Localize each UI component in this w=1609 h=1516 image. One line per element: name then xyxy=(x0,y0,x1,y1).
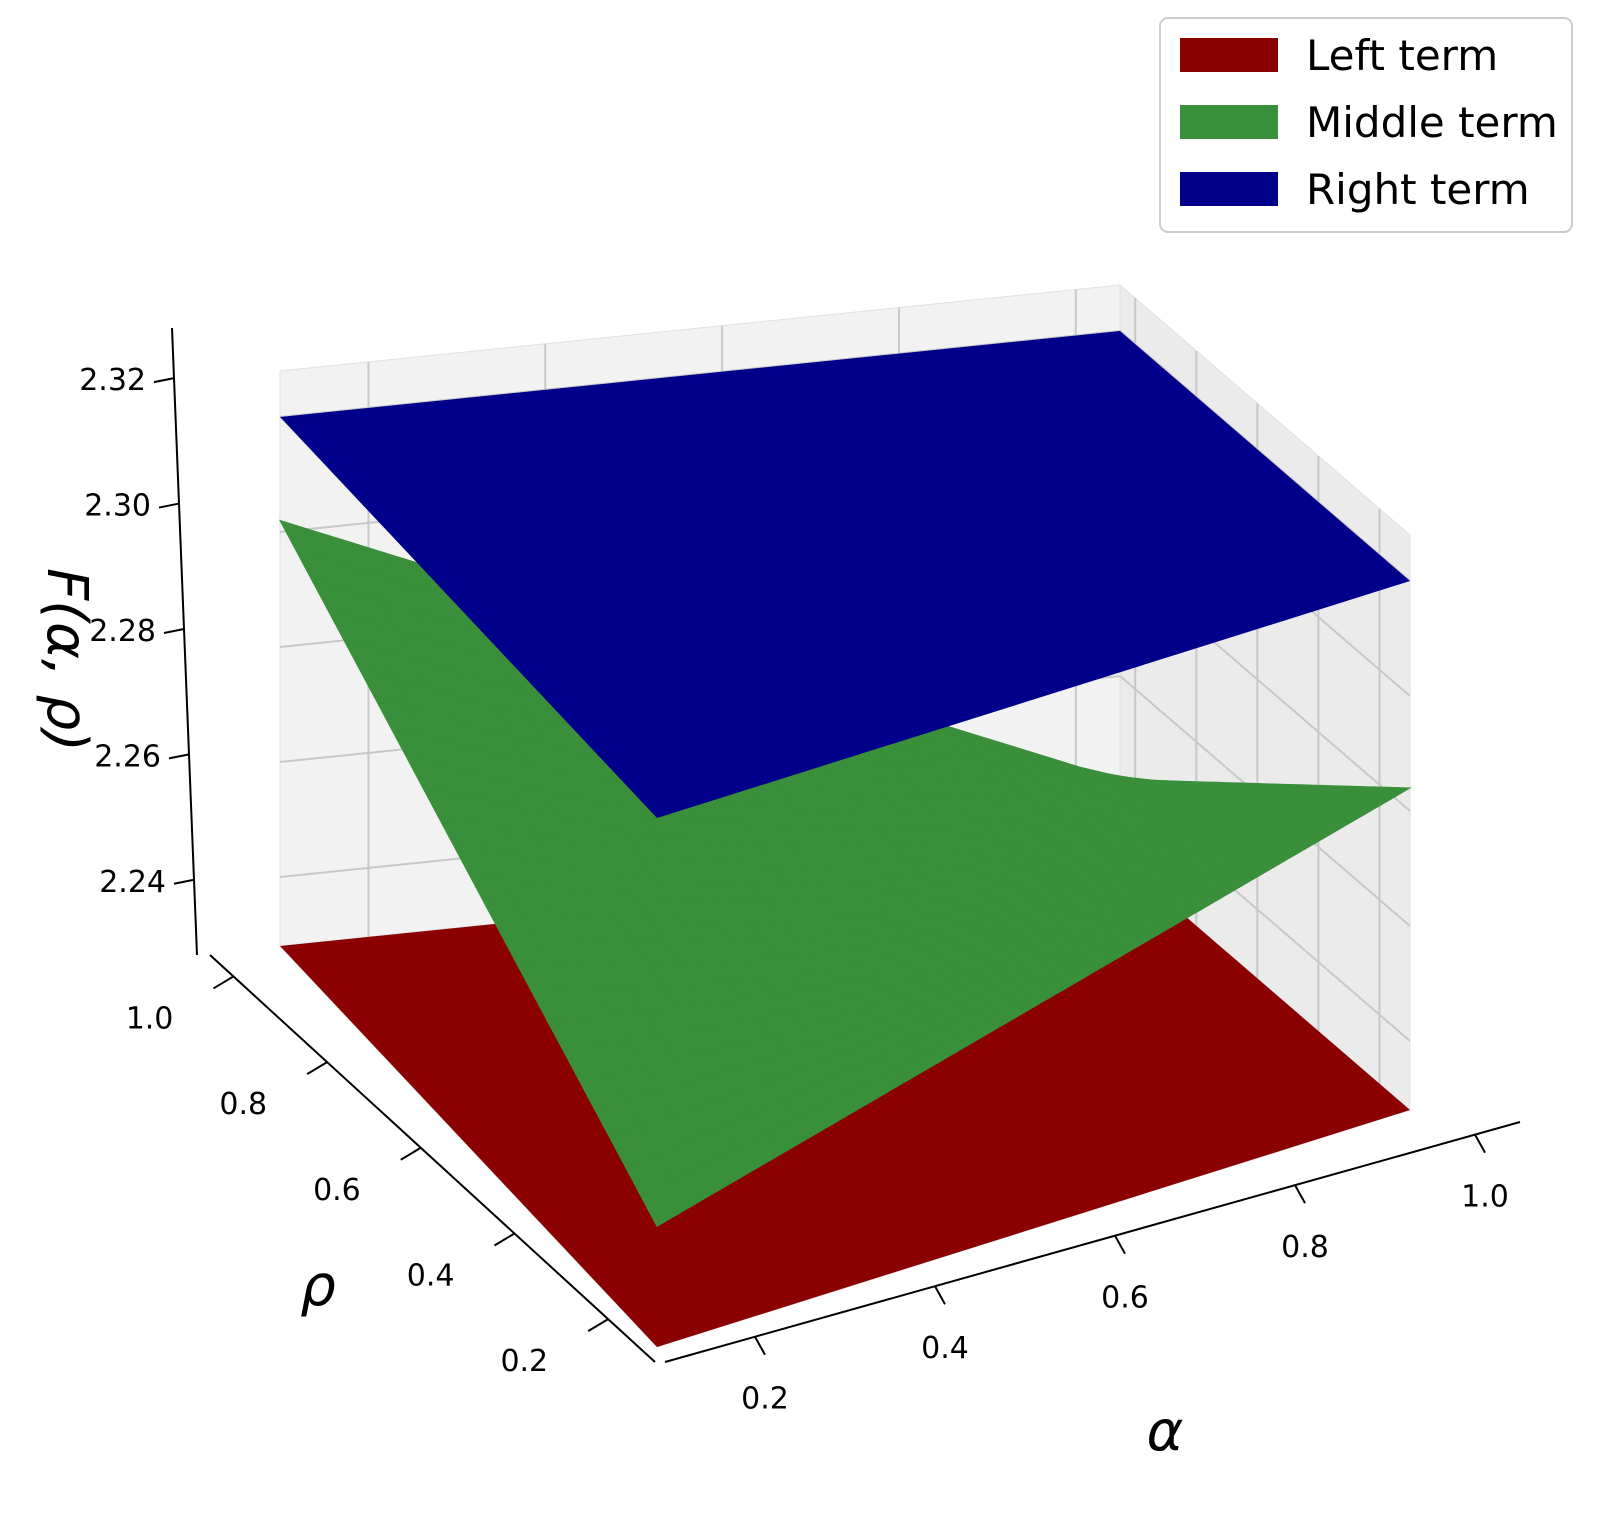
legend-swatch-right-term xyxy=(1180,172,1278,206)
y-tick-label: 0.2 xyxy=(500,1344,548,1379)
y-axis-title: ρ xyxy=(300,1254,336,1319)
x-tick-label: 1.0 xyxy=(1461,1180,1509,1215)
y-tick-mark xyxy=(493,1232,515,1247)
z-tick-mark xyxy=(173,878,195,885)
x-tick-label: 0.8 xyxy=(1281,1230,1329,1265)
z-tick-mark xyxy=(163,627,185,634)
x-tick-label: 0.2 xyxy=(741,1382,789,1417)
y-tick-label: 0.6 xyxy=(313,1173,361,1208)
x-tick-mark xyxy=(754,1336,766,1356)
z-tick-label: 2.32 xyxy=(79,363,146,398)
z-tick-mark xyxy=(153,377,175,384)
z-tick-mark xyxy=(168,753,190,760)
y-tick-label: 0.4 xyxy=(407,1258,455,1293)
y-tick-mark xyxy=(400,1146,422,1161)
y-tick-mark xyxy=(587,1318,609,1333)
y-tick-label: 1.0 xyxy=(126,1001,174,1036)
legend-label-middle-term: Middle term xyxy=(1306,98,1558,147)
legend-label-left-term: Left term xyxy=(1306,31,1498,80)
surfaces xyxy=(278,331,1412,1347)
x-tick-mark xyxy=(1474,1134,1486,1154)
x-tick-label: 0.4 xyxy=(921,1331,969,1366)
x-tick-mark xyxy=(1294,1184,1306,1204)
z-axis-title: F(α, ρ) xyxy=(34,568,99,752)
surface-middle-term-cell xyxy=(640,1180,690,1227)
y-tick-label: 0.8 xyxy=(219,1087,267,1122)
z-tick-label: 2.28 xyxy=(89,614,156,649)
legend-swatch-middle-term xyxy=(1180,105,1278,139)
x-tick-label: 0.6 xyxy=(1101,1281,1149,1316)
legend-label-right-term: Right term xyxy=(1306,165,1530,214)
surface-middle-term xyxy=(278,519,1412,1227)
x-tick-mark xyxy=(934,1285,946,1305)
z-tick-label: 2.24 xyxy=(99,865,166,900)
z-tick-mark xyxy=(158,502,180,509)
legend-swatch-left-term xyxy=(1180,38,1278,72)
tick-marks: 0.2 0.4 0.6 0.8 1.0 0.2 0.4 0.6 0.8 1.0 2.24 2.26 2.… xyxy=(79,363,1509,1417)
y-tick-mark xyxy=(212,975,234,990)
z-tick-label: 2.26 xyxy=(94,739,161,774)
y-axis-line xyxy=(209,954,656,1363)
z-axis-line xyxy=(171,327,198,956)
axis-lines xyxy=(171,327,1521,1363)
legend: Left term Middle term Right term xyxy=(1159,17,1573,233)
x-axis-title: α xyxy=(1147,1399,1184,1464)
x-tick-mark xyxy=(1114,1235,1126,1255)
y-tick-mark xyxy=(306,1061,328,1075)
x-axis-line xyxy=(664,1121,1521,1363)
z-tick-label: 2.30 xyxy=(84,489,151,524)
surface-right-term xyxy=(280,331,1410,818)
